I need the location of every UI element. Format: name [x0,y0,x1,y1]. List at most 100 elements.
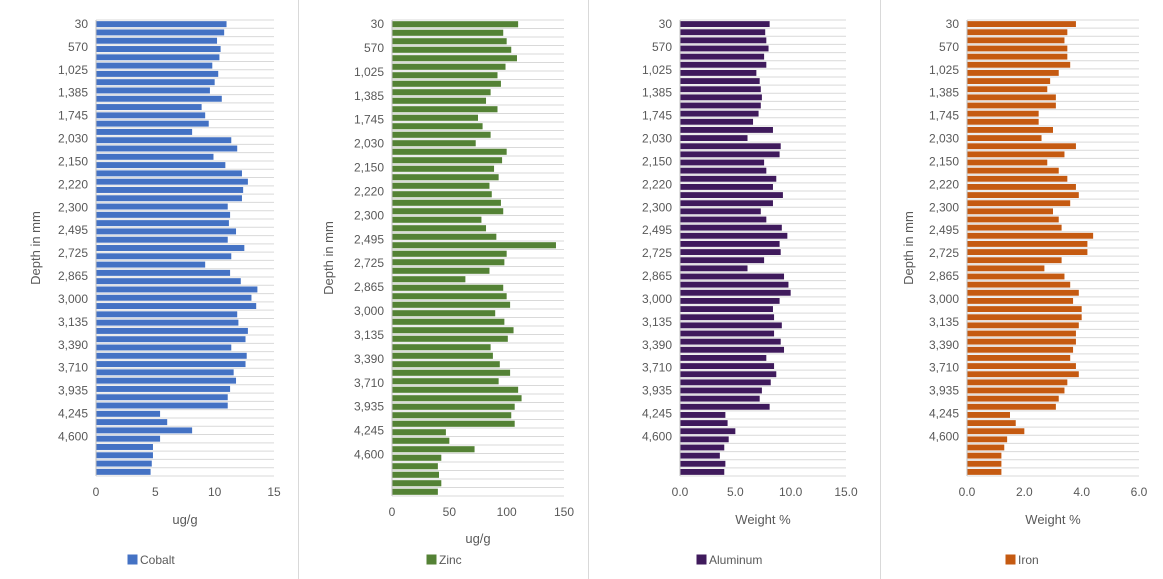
category-tick-label: 2,725 [929,246,959,260]
category-tick-label: 2,865 [929,269,959,283]
category-tick-label: 3,000 [929,292,959,306]
data-bar [967,444,1005,451]
data-bar [967,102,1056,109]
data-bar [967,175,1068,182]
data-bar [392,106,498,113]
data-bar [96,112,206,119]
data-bar [96,385,231,392]
data-bar [680,21,770,28]
data-bar [967,354,1071,361]
data-bar [680,346,785,353]
category-tick-label: 2,220 [58,177,88,191]
category-tick-label: 4,600 [929,429,959,443]
category-tick-label: 2,150 [58,154,88,168]
data-bar [392,208,504,215]
data-bar [392,89,491,96]
data-bar [392,21,519,28]
data-bar [680,420,728,427]
category-tick-label: 2,495 [929,223,959,237]
category-tick-label: 30 [371,17,385,31]
category-tick-label: 2,300 [58,200,88,214]
x-tick-label: 50 [443,505,457,519]
data-bar [967,249,1088,256]
data-bar [392,276,466,283]
data-bar [680,460,726,467]
legend-label: Aluminum [709,553,762,567]
data-bar [96,220,229,227]
data-bar [392,55,517,62]
x-tick-label: 15.0 [834,485,858,499]
data-bar [392,114,478,121]
category-tick-label: 3,935 [58,384,88,398]
data-bar [967,452,1002,459]
x-tick-label: 2.0 [1016,485,1033,499]
category-tick-label: 4,600 [58,429,88,443]
data-bar [392,199,501,206]
data-bar [392,216,482,223]
category-tick-label: 1,025 [642,63,672,77]
panel-divider [298,0,299,579]
category-tick-label: 2,725 [354,256,384,270]
data-bar [680,297,780,304]
panel-divider [588,0,589,579]
category-tick-label: 2,220 [929,177,959,191]
x-tick-label: 0.0 [672,485,689,499]
category-tick-label: 4,245 [929,407,959,421]
data-bar [96,303,257,310]
data-bar [967,346,1074,353]
data-bar [680,289,791,296]
category-tick-label: 1,385 [58,86,88,100]
data-bar [680,102,761,109]
data-bar [392,140,476,147]
category-tick-label: 570 [939,40,959,54]
data-bar [392,361,500,368]
data-bar [967,289,1079,296]
data-bar [96,286,258,293]
data-bar [967,69,1059,76]
category-tick-label: 2,150 [354,161,384,175]
data-bar [96,311,238,318]
data-bar [96,236,228,243]
data-bar [392,437,450,444]
data-bar [392,327,514,334]
data-bar [392,420,515,427]
category-tick-label: 4,245 [58,407,88,421]
x-tick-label: 5 [152,485,159,499]
data-bar [967,273,1065,280]
data-bar [96,137,232,144]
data-bar [96,369,234,376]
data-bar [680,322,782,329]
x-axis-title: ug/g [465,531,490,546]
category-tick-label: 3,000 [642,292,672,306]
legend-label: Zinc [439,553,462,567]
category-tick-label: 1,385 [354,89,384,103]
data-bar [680,167,767,174]
data-bar [392,267,490,274]
data-bar [967,338,1076,345]
data-bar [392,284,504,291]
data-bar [392,310,496,317]
category-tick-label: 2,725 [58,246,88,260]
data-bar [96,228,237,235]
data-bar [680,411,726,418]
data-bar [680,436,729,443]
x-tick-label: 10.0 [779,485,803,499]
data-bar [967,167,1059,174]
data-bar [680,281,789,288]
data-bar [392,191,492,198]
data-bar [96,70,219,77]
data-bar [680,249,781,256]
data-bar [392,412,512,419]
category-tick-label: 3,710 [58,361,88,375]
data-bar [967,281,1071,288]
data-bar [392,344,491,351]
data-bar [392,38,507,45]
data-bar [967,183,1076,190]
data-bar [967,151,1065,158]
data-bar [967,240,1088,247]
data-bar [96,162,226,169]
data-bar [392,29,504,36]
data-bar [680,143,781,150]
data-bar [392,369,511,376]
